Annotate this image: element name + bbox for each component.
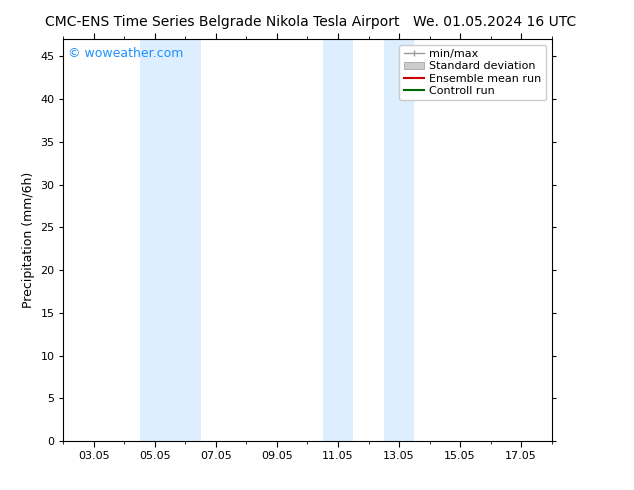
Bar — [384, 39, 414, 441]
Bar — [323, 39, 353, 441]
Text: CMC-ENS Time Series Belgrade Nikola Tesla Airport: CMC-ENS Time Series Belgrade Nikola Tesl… — [44, 15, 399, 29]
Bar — [170, 39, 201, 441]
Text: © woweather.com: © woweather.com — [68, 47, 184, 60]
Bar — [139, 39, 170, 441]
Text: We. 01.05.2024 16 UTC: We. 01.05.2024 16 UTC — [413, 15, 576, 29]
Legend: min/max, Standard deviation, Ensemble mean run, Controll run: min/max, Standard deviation, Ensemble me… — [399, 45, 546, 100]
Y-axis label: Precipitation (mm/6h): Precipitation (mm/6h) — [22, 172, 35, 308]
